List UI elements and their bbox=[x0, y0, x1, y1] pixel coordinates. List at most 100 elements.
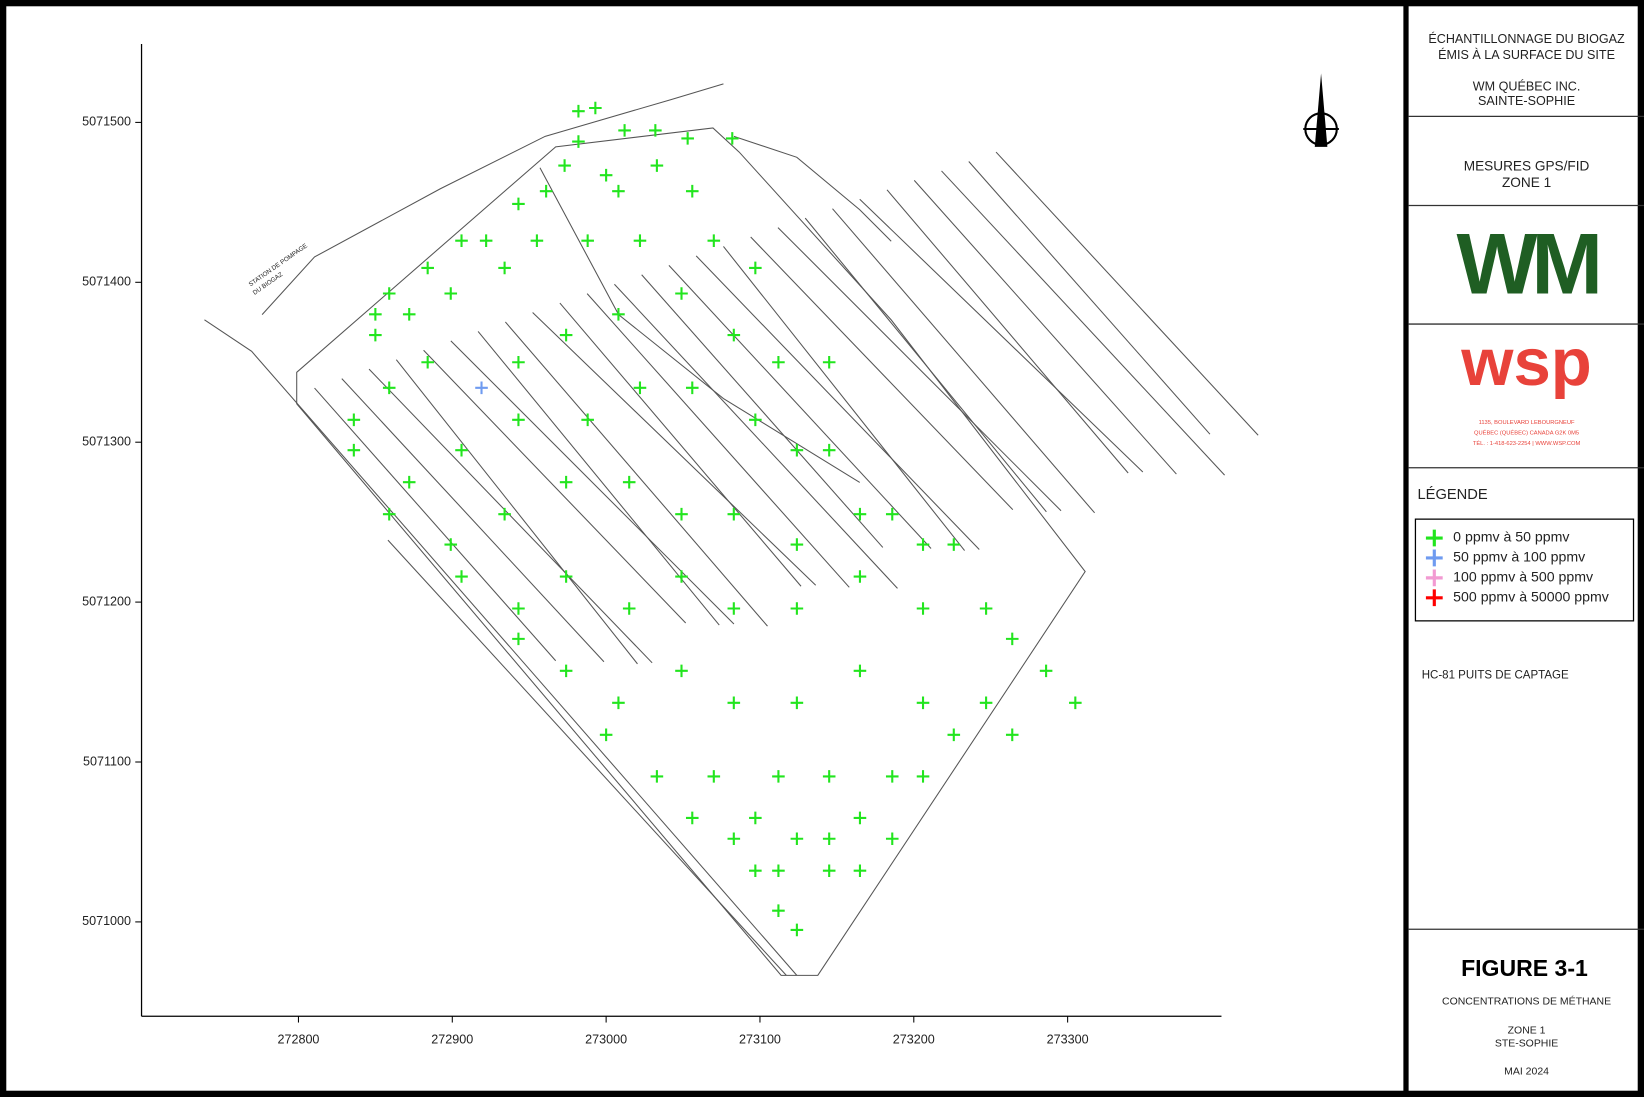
site-plan bbox=[204, 83, 1259, 976]
x-tick-label: 273100 bbox=[739, 1033, 781, 1047]
cell-line bbox=[777, 227, 1062, 512]
measurement-point bbox=[1039, 664, 1053, 678]
measurement-point bbox=[479, 234, 493, 248]
legend-symbol bbox=[1425, 569, 1443, 587]
measurement-point bbox=[853, 664, 867, 678]
measurement-point bbox=[707, 234, 721, 248]
legend-title: LÉGENDE bbox=[1418, 486, 1488, 503]
measurement-point bbox=[916, 602, 930, 615]
measurement-point bbox=[572, 135, 585, 148]
measurement-point bbox=[369, 307, 382, 321]
legend-symbol bbox=[1425, 549, 1443, 567]
measurement-point bbox=[512, 632, 525, 646]
x-tick-label: 273200 bbox=[893, 1033, 935, 1047]
measurement-point bbox=[853, 570, 867, 583]
measurement-point bbox=[790, 538, 804, 551]
panel-title: ÉMIS À LA SURFACE DU SITE bbox=[1438, 47, 1615, 62]
measurement-point bbox=[633, 381, 647, 395]
cell-line bbox=[913, 180, 1177, 475]
measurement-point bbox=[649, 124, 662, 137]
measurement-point bbox=[599, 168, 613, 182]
cell-line bbox=[641, 274, 884, 548]
measurement-point bbox=[790, 832, 804, 846]
cell-line bbox=[832, 208, 1095, 514]
wsp-address: QUÉBEC (QUÉBEC) CANADA G2K 0M5 bbox=[1474, 430, 1579, 437]
measurement-point bbox=[727, 507, 741, 521]
measurement-point bbox=[612, 184, 625, 198]
measurement-point bbox=[685, 381, 699, 395]
measurement-point bbox=[749, 864, 762, 878]
measurement-point bbox=[916, 696, 930, 710]
measurement-point bbox=[685, 811, 699, 825]
measurement-point bbox=[822, 864, 836, 878]
measurement-point bbox=[444, 538, 458, 551]
measurement-point bbox=[681, 132, 694, 145]
measurement-point bbox=[539, 184, 553, 198]
measurement-point bbox=[558, 159, 571, 172]
cell-line bbox=[559, 302, 802, 587]
cell-line bbox=[859, 198, 1144, 473]
measurement-point bbox=[675, 570, 688, 583]
measurement-point bbox=[402, 307, 416, 321]
y-tick-label: 5071100 bbox=[83, 754, 131, 768]
measurement-point bbox=[822, 355, 836, 369]
measurement-point bbox=[618, 124, 631, 137]
measurement-point bbox=[421, 355, 434, 369]
measurement-point bbox=[790, 602, 804, 615]
measurement-point bbox=[916, 538, 930, 551]
cell-line bbox=[668, 264, 932, 549]
measurement-point bbox=[369, 328, 382, 342]
measurement-point bbox=[589, 101, 602, 115]
measurement-point bbox=[512, 355, 525, 369]
measurement-point bbox=[790, 443, 804, 457]
measurement-point bbox=[559, 328, 573, 342]
figure-zone: ZONE 1 bbox=[1508, 1026, 1546, 1037]
measurement-point bbox=[772, 770, 785, 783]
measurement-point bbox=[512, 197, 525, 211]
y-tick-label: 5071000 bbox=[82, 914, 131, 928]
y-tick-label: 5071200 bbox=[82, 594, 131, 608]
measurement-point bbox=[947, 728, 961, 742]
x-tick-label: 273000 bbox=[585, 1033, 627, 1047]
measurement-point bbox=[455, 443, 468, 457]
measurement-point bbox=[612, 696, 625, 710]
measurement-point bbox=[675, 664, 688, 678]
measurement-point bbox=[853, 811, 867, 825]
measurement-point bbox=[347, 413, 361, 427]
measurement-point bbox=[559, 664, 573, 678]
measurement-point bbox=[455, 570, 468, 583]
measurement-point bbox=[444, 287, 458, 300]
cell-line bbox=[368, 368, 653, 664]
measurement-point bbox=[1069, 696, 1082, 710]
measurement-point bbox=[512, 602, 525, 615]
measurement-point bbox=[979, 602, 993, 615]
measurement-point bbox=[853, 507, 867, 521]
measurement-point bbox=[382, 381, 396, 395]
measurement-point bbox=[790, 696, 804, 710]
measurement-point bbox=[581, 413, 594, 427]
measurement-point bbox=[675, 287, 688, 300]
cell-line bbox=[423, 349, 687, 624]
measurement-point bbox=[622, 475, 636, 489]
measurement-point bbox=[727, 832, 741, 846]
cell-line bbox=[695, 255, 980, 550]
measurement-point bbox=[916, 770, 930, 783]
figure-subtitle: CONCENTRATIONS DE MÉTHANE bbox=[1442, 994, 1611, 1007]
legend-note: HC-81 PUITS DE CAPTAGE bbox=[1422, 669, 1569, 681]
measurement-point bbox=[772, 864, 785, 878]
north-arrow bbox=[1303, 73, 1339, 147]
measurement-point bbox=[382, 507, 396, 521]
measurement-point bbox=[475, 381, 488, 395]
cell-line bbox=[395, 359, 638, 665]
y-tick-label: 5071300 bbox=[82, 435, 131, 449]
x-tick-label: 273300 bbox=[1047, 1033, 1089, 1047]
cell-line bbox=[886, 189, 1129, 474]
measurement-point bbox=[685, 184, 699, 198]
measurement-point bbox=[612, 307, 625, 321]
measurement-point bbox=[347, 443, 361, 457]
x-tick-label: 272900 bbox=[431, 1033, 473, 1047]
measurement-point bbox=[382, 287, 396, 300]
measurement-point bbox=[979, 696, 993, 710]
y-tick-label: 5071500 bbox=[82, 115, 131, 129]
